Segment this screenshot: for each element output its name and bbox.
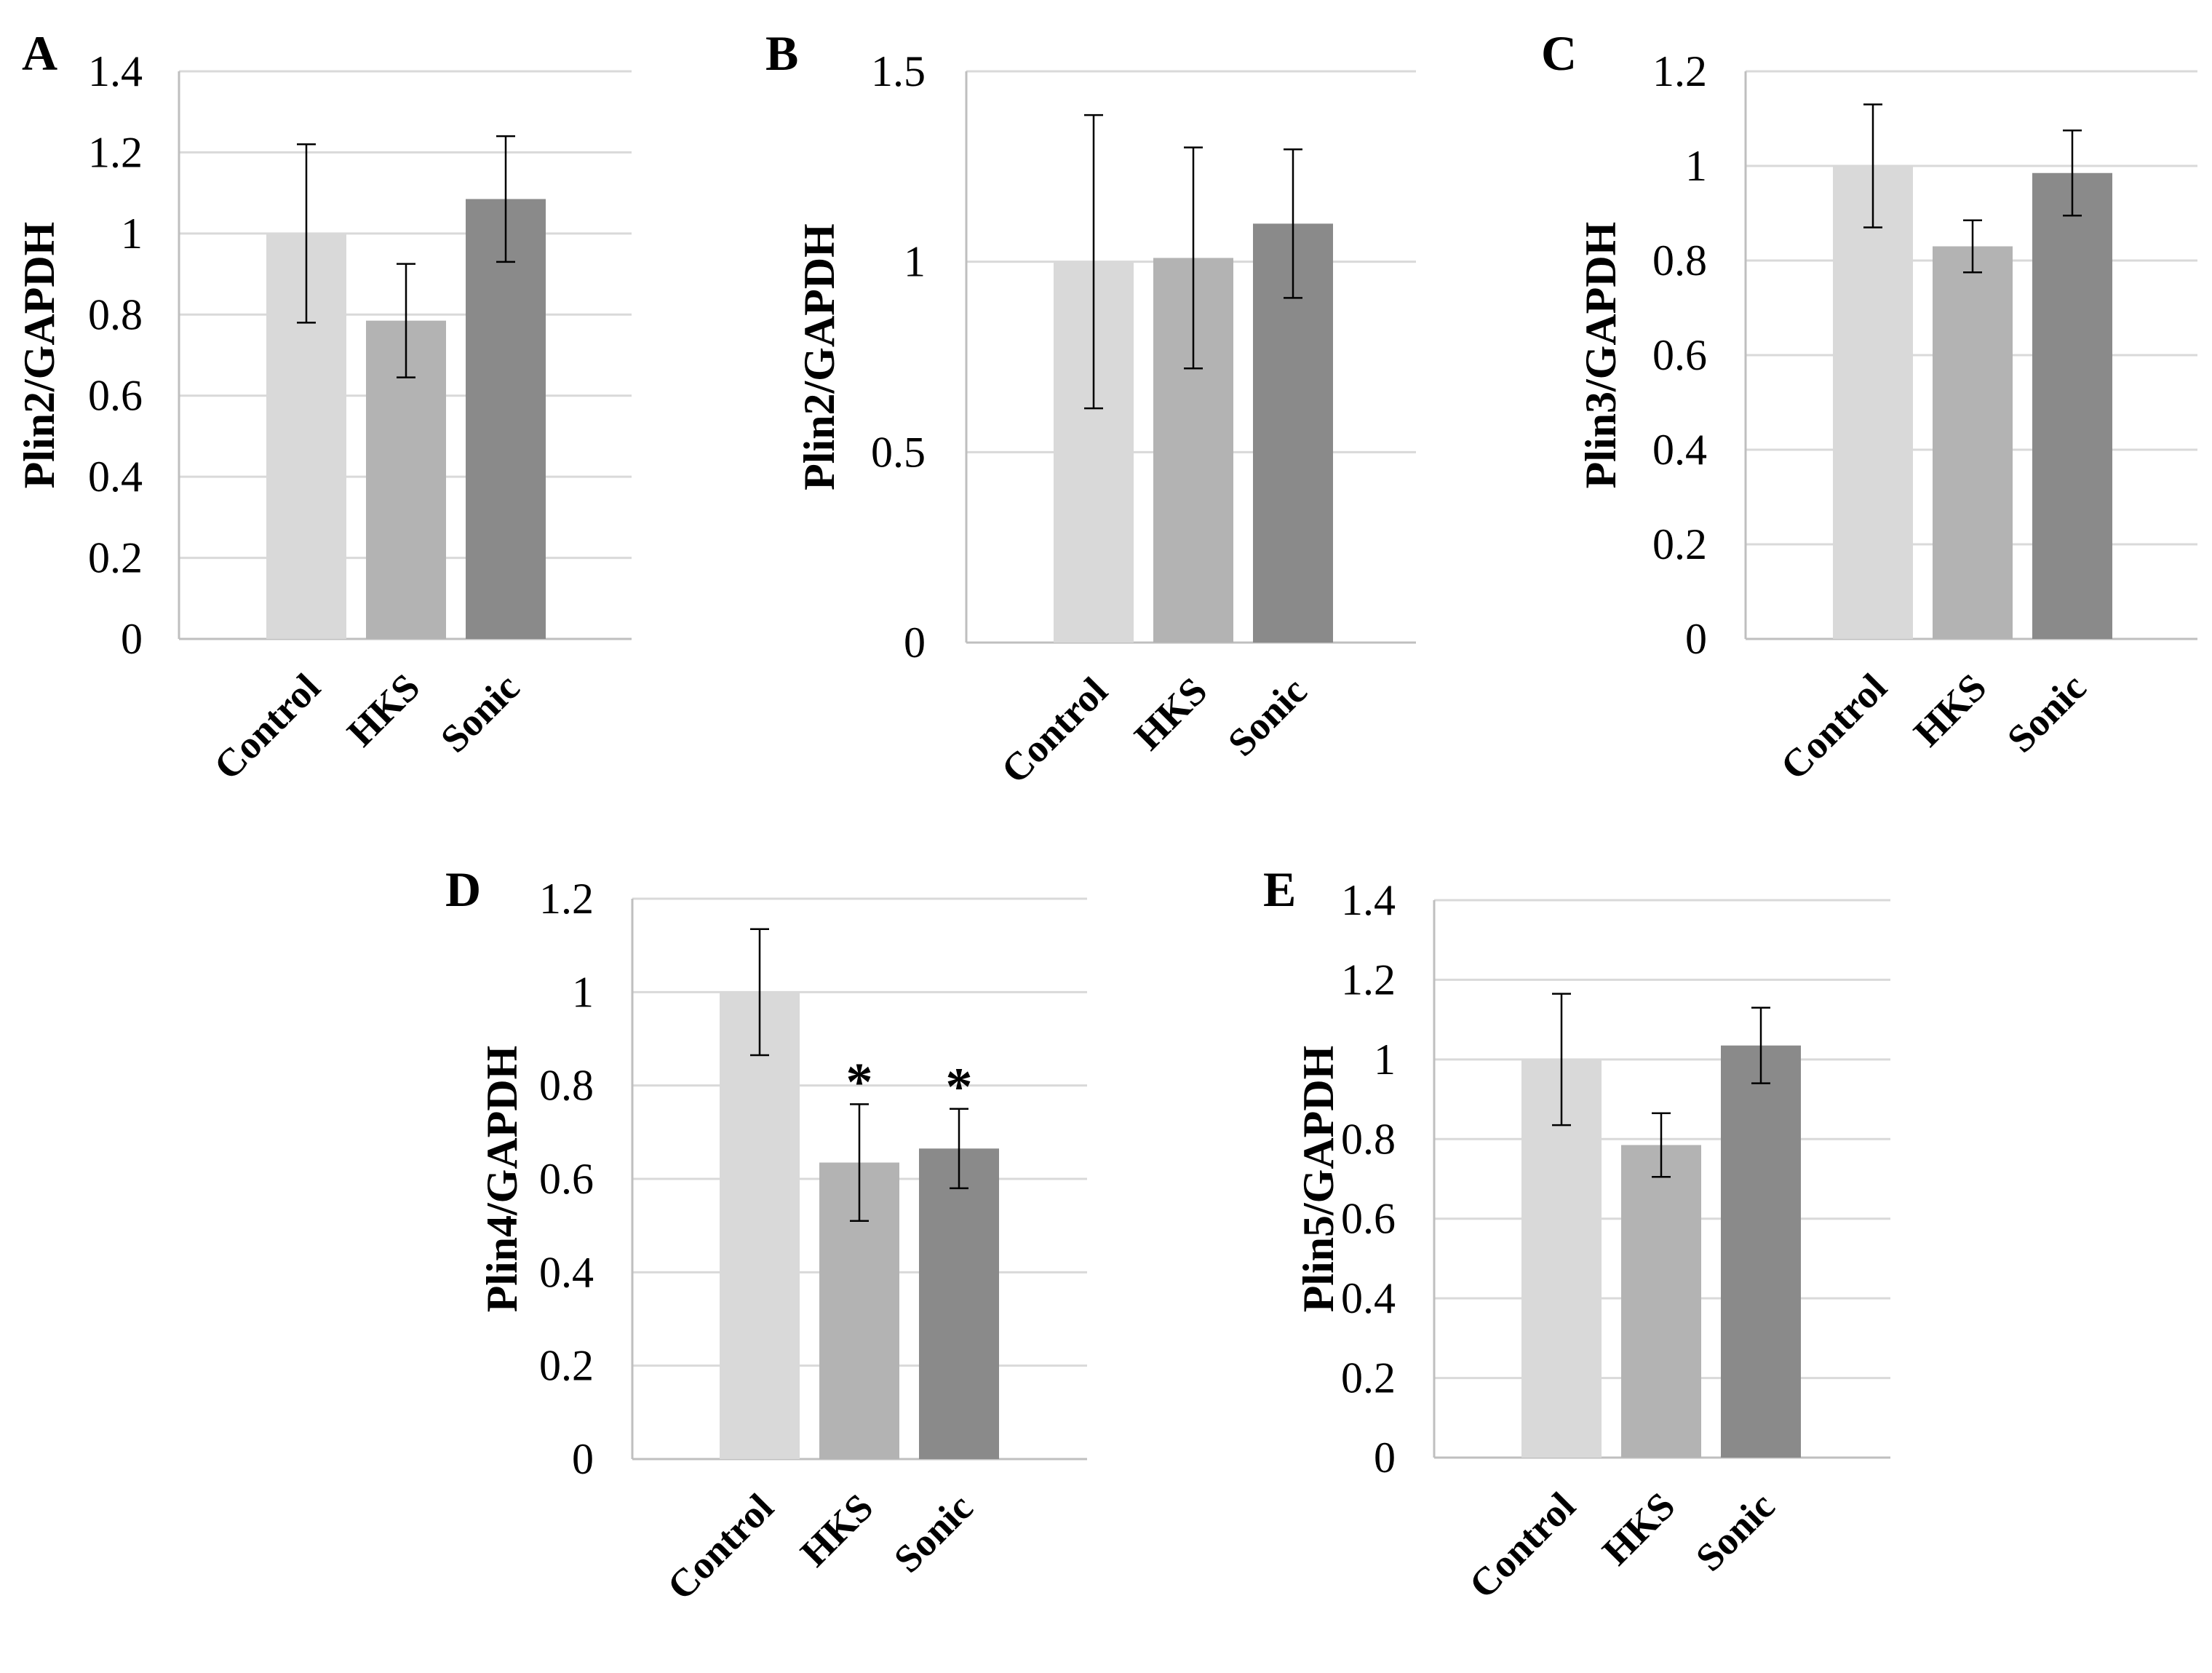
y-tick-label: 1 (1374, 1036, 1396, 1084)
x-tick-label-hks: HKS (1905, 665, 1994, 755)
error-bar-control (297, 143, 316, 324)
x-tick-label-control: Control (1460, 1484, 1583, 1607)
error-bar-sonic (950, 1108, 968, 1190)
y-tick-label: 0 (121, 615, 143, 663)
x-tick-label-hks: HKS (1594, 1484, 1683, 1573)
x-tick-label-sonic: Sonic (1687, 1484, 1783, 1580)
y-tick-label: 0.4 (1652, 426, 1707, 474)
y-tick-label: 0.6 (1341, 1195, 1396, 1243)
y-tick-label: 0.8 (1341, 1115, 1396, 1163)
bar-sonic (1721, 1045, 1801, 1458)
error-bar-hks (1652, 1112, 1671, 1178)
y-axis-label: Plin2/GAPDH (795, 223, 843, 490)
error-bar-control (750, 928, 769, 1057)
chart-panel-d: 0 0.2 0.4 0.6 0.8 1 1.2 Control * HKS * Sonic Plin4/… (445, 862, 1087, 1608)
y-tick-label: 0.8 (539, 1062, 594, 1110)
y-tick-label: 1 (904, 238, 926, 286)
x-tick-label-control: Control (1772, 665, 1895, 788)
y-tick-label: 0 (572, 1435, 594, 1483)
panel-letter: E (1263, 862, 1296, 917)
x-tick-label-hks: HKS (338, 665, 428, 755)
y-tick-label: 0.4 (88, 453, 143, 501)
y-tick-label: 1.2 (1341, 955, 1396, 1004)
panel-letter: D (445, 862, 481, 917)
x-tick-label-control: Control (992, 669, 1115, 792)
y-tick-label: 0.6 (1652, 331, 1707, 379)
y-tick-label: 1.4 (88, 47, 143, 95)
y-tick-label: 0.2 (88, 534, 143, 582)
bar-control (1833, 166, 1913, 639)
y-tick-label: 0.6 (539, 1155, 594, 1203)
y-tick-label: 0.4 (539, 1248, 594, 1296)
y-tick-label: 0.2 (1652, 520, 1707, 568)
x-tick-label-control: Control (659, 1485, 781, 1608)
error-bar-hks (1963, 219, 1982, 274)
bar-control (720, 992, 800, 1459)
error-bar-control (1863, 103, 1882, 229)
error-bar-sonic (2063, 130, 2082, 217)
x-tick-label-hks: HKS (792, 1485, 881, 1575)
chart-panel-c: 0 0.2 0.4 0.6 0.8 1 1.2 Control HKS Sonic Plin3/GA… (1541, 25, 2197, 788)
x-tick-label-hks: HKS (1126, 669, 1215, 758)
bar-hks (1933, 246, 2013, 639)
y-tick-label: 0 (904, 619, 926, 667)
x-tick-label-sonic: Sonic (886, 1485, 982, 1581)
bar-sonic (466, 199, 546, 639)
error-bar-sonic (496, 135, 515, 263)
y-tick-label: 1.2 (88, 128, 143, 176)
x-tick-label-sonic: Sonic (432, 665, 528, 761)
error-bar-hks (850, 1103, 869, 1222)
significance-mark: * (846, 1052, 873, 1112)
chart-panel-a: 0 0.2 0.4 0.6 0.8 1 1.2 1.4 Control HKS Sonic Plin2… (15, 25, 632, 788)
y-tick-label: 0.8 (88, 290, 143, 338)
y-tick-label: 0 (1685, 615, 1707, 663)
panel-letter: B (765, 25, 798, 81)
y-tick-label: 0 (1374, 1434, 1396, 1482)
y-tick-label: 1.5 (871, 47, 926, 95)
error-bar-hks (397, 263, 415, 378)
y-tick-label: 0.6 (88, 372, 143, 420)
y-axis-label: Plin5/GAPDH (1294, 1046, 1342, 1313)
y-tick-label: 0.2 (539, 1342, 594, 1390)
y-tick-label: 0.4 (1341, 1274, 1396, 1322)
chart-panel-e: 0 0.2 0.4 0.6 0.8 1 1.2 1.4 Control HKS Sonic Plin5… (1263, 862, 1890, 1607)
y-tick-label: 1 (572, 968, 594, 1016)
error-bar-control (1084, 114, 1103, 410)
panel-letter: A (22, 25, 57, 81)
error-bar-sonic (1751, 1006, 1770, 1084)
y-tick-label: 1 (1685, 142, 1707, 190)
bar-sonic (919, 1148, 999, 1459)
x-tick-label-sonic: Sonic (1999, 665, 2095, 761)
y-tick-label: 1 (121, 210, 143, 258)
bar-sonic (2032, 172, 2112, 639)
error-bar-control (1552, 993, 1571, 1126)
y-tick-label: 0.5 (871, 428, 926, 476)
error-bar-sonic (1284, 148, 1302, 299)
x-tick-label-control: Control (205, 665, 328, 788)
error-bar-hks (1184, 146, 1203, 370)
y-axis-label: Plin4/GAPDH (478, 1046, 526, 1313)
significance-mark: * (946, 1057, 973, 1117)
y-tick-label: 0.2 (1341, 1354, 1396, 1402)
chart-panel-b: 0 0.5 1 1.5 Control HKS Sonic Plin2/GAPDH B (765, 25, 1416, 792)
y-axis-label: Plin2/GAPDH (15, 222, 63, 489)
x-tick-label-sonic: Sonic (1220, 669, 1316, 765)
bar-hks (1621, 1145, 1701, 1458)
panel-letter: C (1541, 25, 1577, 81)
y-tick-label: 1.4 (1341, 876, 1396, 924)
y-tick-label: 0.8 (1652, 237, 1707, 285)
y-axis-label: Plin3/GAPDH (1577, 222, 1625, 489)
y-tick-label: 1.2 (1652, 47, 1707, 95)
y-tick-label: 1.2 (539, 875, 594, 923)
